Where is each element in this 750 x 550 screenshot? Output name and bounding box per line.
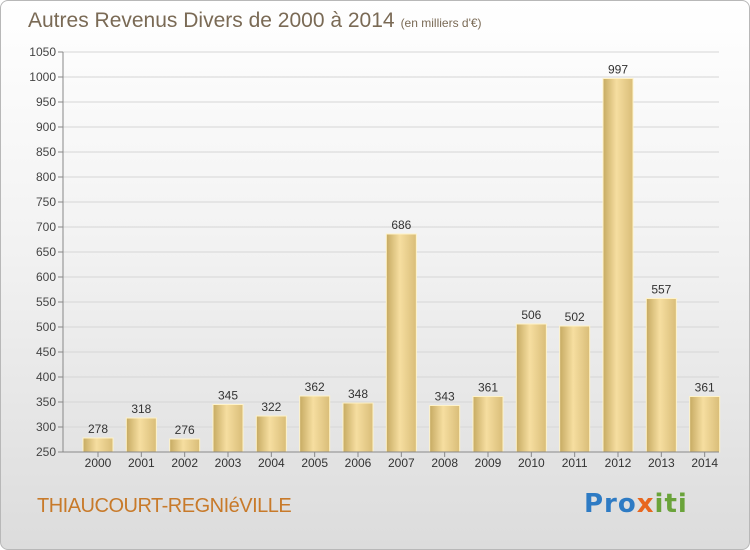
y-tick-label: 1050	[29, 45, 56, 59]
y-tick-label: 950	[36, 95, 56, 109]
bar	[689, 396, 721, 453]
bar	[125, 417, 157, 453]
chart-subtitle: (en milliers d'€)	[400, 16, 482, 30]
bar	[299, 395, 331, 453]
city-name: THIAUCOURT-REGNIéVILLE	[37, 495, 292, 517]
x-tick-label: 2000	[85, 456, 112, 470]
bar	[82, 437, 114, 453]
x-tick-label: 2001	[128, 456, 155, 470]
bar-value-label: 362	[305, 380, 325, 394]
bar	[472, 396, 504, 453]
bar	[212, 404, 244, 453]
y-tick-label: 700	[36, 220, 56, 234]
x-tick-label: 2011	[562, 456, 588, 470]
bars: 278 318 276 345 322 362 348 686 343 361 506 502 997 5…	[82, 63, 721, 453]
y-tick-label: 250	[36, 445, 56, 459]
y-tick-label: 600	[36, 270, 56, 284]
bar-value-label: 361	[478, 381, 498, 395]
bar-value-label: 506	[521, 308, 541, 322]
y-tick-label: 550	[36, 295, 56, 309]
y-tick-label: 850	[36, 145, 56, 159]
x-tick-label: 2004	[258, 456, 285, 470]
bar	[342, 402, 374, 453]
y-tick-label: 650	[36, 245, 56, 259]
chart-title: Autres Revenus Divers de 2000 à 2014 (en …	[28, 9, 482, 33]
bar-value-label: 348	[348, 387, 368, 401]
y-tick-label: 300	[36, 420, 56, 434]
bar-value-label: 318	[131, 402, 151, 416]
bar	[385, 233, 417, 453]
x-tick-label: 2007	[388, 456, 415, 470]
x-axis: 2000 2001 2002 2003 2004 2005 2006 2007 2008 2009…	[63, 451, 719, 470]
logo-part-3: iti	[654, 489, 688, 519]
x-tick-label: 2009	[475, 456, 502, 470]
y-tick-label: 800	[36, 170, 56, 184]
y-tick-label: 900	[36, 120, 56, 134]
bar	[169, 438, 201, 453]
bar-value-label: 276	[175, 423, 195, 437]
x-tick-label: 2003	[215, 456, 242, 470]
bar	[515, 323, 547, 453]
proxiti-logo[interactable]: Proxiti	[584, 489, 688, 519]
logo-part-2: x	[636, 489, 655, 519]
bar	[255, 415, 287, 453]
x-tick-label: 2006	[345, 456, 372, 470]
x-tick-label: 2013	[648, 456, 675, 470]
x-tick-label: 2010	[518, 456, 545, 470]
bar	[602, 78, 634, 453]
bar	[559, 325, 591, 453]
y-tick-label: 350	[36, 395, 56, 409]
bar-value-label: 361	[695, 381, 715, 395]
y-tick-label: 500	[36, 320, 56, 334]
bar	[645, 298, 677, 453]
x-tick-label: 2005	[301, 456, 328, 470]
x-tick-label: 2008	[431, 456, 458, 470]
y-tick-label: 1000	[29, 70, 56, 84]
x-tick-label: 2012	[605, 456, 632, 470]
y-tick-label: 400	[36, 370, 56, 384]
y-axis: 250 300 350 400 450 500 550 600 650 700 750 800 850 9…	[29, 45, 64, 459]
bar-value-label: 997	[608, 63, 628, 77]
logo-part-1: Pro	[584, 489, 637, 519]
bar-value-label: 686	[391, 218, 411, 232]
x-tick-label: 2014	[691, 456, 718, 470]
bar-value-label: 557	[651, 283, 671, 297]
bar-value-label: 343	[435, 390, 455, 404]
bar-value-label: 322	[261, 400, 281, 414]
y-tick-label: 450	[36, 345, 56, 359]
bar-value-label: 345	[218, 389, 238, 403]
x-tick-label: 2002	[171, 456, 198, 470]
bar-value-label: 502	[565, 310, 585, 324]
bar	[429, 405, 461, 453]
bar-value-label: 278	[88, 422, 108, 436]
chart-title-text: Autres Revenus Divers de 2000 à 2014	[28, 9, 395, 32]
y-tick-label: 750	[36, 195, 56, 209]
